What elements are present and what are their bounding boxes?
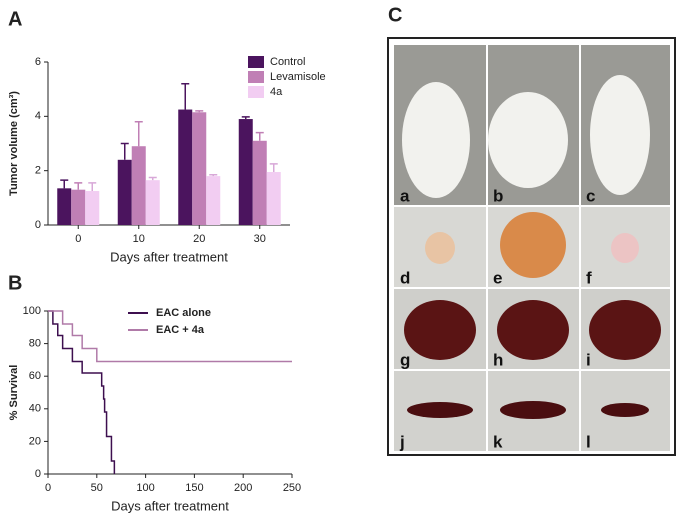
photo-label: i (586, 350, 591, 369)
y-tick-label: 6 (35, 56, 41, 68)
legend-label: 4a (270, 86, 283, 98)
legend-label: EAC + 4a (156, 324, 205, 336)
legend-label: Levamisole (270, 71, 326, 83)
y-tick-label: 60 (29, 370, 41, 382)
bar (192, 112, 207, 225)
error-bar (209, 173, 218, 177)
bar (71, 189, 86, 225)
y-tick-label: 100 (23, 305, 41, 317)
error-bar (195, 110, 204, 113)
y-tick-label: 40 (29, 403, 41, 415)
x-tick-label: 100 (136, 482, 154, 494)
error-bar (148, 176, 157, 181)
error-bar (120, 142, 129, 160)
survival-line (48, 310, 292, 363)
photo-label: j (399, 432, 405, 451)
photo-label: h (493, 350, 503, 369)
photo-label: d (400, 268, 410, 287)
panel-label: B (8, 272, 22, 294)
error-bar (181, 82, 190, 110)
photo-label: b (493, 186, 503, 205)
bar (85, 191, 100, 225)
error-bar (74, 182, 83, 190)
error-bar (269, 163, 278, 173)
error-bar (60, 179, 69, 189)
y-tick-label: 4 (35, 110, 41, 122)
survival-line (48, 310, 116, 474)
x-tick-label: 50 (91, 482, 103, 494)
bar (238, 119, 253, 225)
bar (117, 159, 132, 225)
photo-label: c (586, 186, 595, 205)
bar (178, 109, 193, 225)
x-tick-label: 10 (133, 233, 145, 245)
photo-label: f (586, 268, 592, 287)
x-tick-label: 200 (234, 482, 252, 494)
y-tick-label: 20 (29, 435, 41, 447)
y-tick-label: 80 (29, 338, 41, 350)
x-tick-label: 0 (75, 233, 81, 245)
photo-label: a (400, 186, 410, 205)
photo-label: l (586, 432, 591, 451)
x-tick-label: 0 (45, 482, 51, 494)
photo-panel (387, 37, 676, 456)
y-tick-label: 2 (35, 165, 41, 177)
x-tick-label: 150 (185, 482, 203, 494)
photo-label: e (493, 268, 502, 287)
x-tick-label: 250 (283, 482, 301, 494)
error-bar (241, 116, 250, 120)
bar (145, 180, 160, 225)
photo-label: g (400, 350, 410, 369)
x-tick-label: 20 (193, 233, 205, 245)
error-bar (255, 131, 264, 141)
error-bar (134, 121, 143, 147)
y-tick-label: 0 (35, 468, 41, 480)
legend-swatch (248, 71, 264, 83)
y-tick-label: 0 (35, 219, 41, 231)
bar (266, 172, 281, 225)
legend-swatch (248, 56, 264, 68)
bar (57, 188, 72, 225)
legend-label: Control (270, 56, 305, 68)
bar (131, 146, 146, 225)
x-axis-label: Days after treatment (111, 498, 229, 513)
panel-label: A (8, 8, 22, 30)
error-bar (88, 182, 97, 192)
legend-label: EAC alone (156, 307, 211, 319)
y-axis-label: Tumor volume (cm³) (8, 91, 20, 196)
photo-label: k (493, 432, 503, 451)
bar (206, 176, 221, 225)
x-axis-label: Days after treatment (110, 249, 228, 264)
bar (252, 140, 267, 225)
y-axis-label: % Survival (8, 365, 20, 421)
legend-swatch (248, 86, 264, 98)
panel-label: C (388, 4, 402, 26)
x-tick-label: 30 (254, 233, 266, 245)
